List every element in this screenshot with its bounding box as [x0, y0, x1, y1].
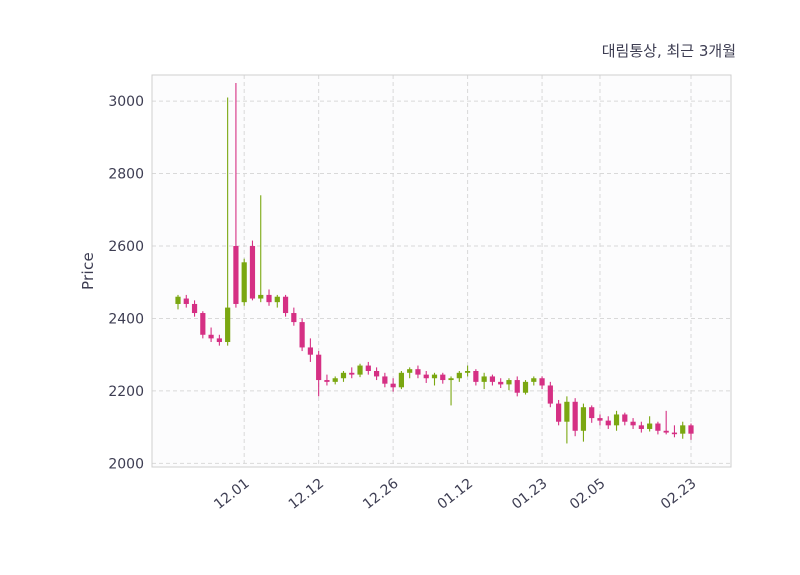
candle-body [448, 378, 454, 381]
candle-body [208, 334, 214, 339]
candle-body [274, 296, 280, 303]
candle-body [464, 370, 471, 373]
candle-body [489, 376, 496, 382]
candle-body [663, 430, 669, 433]
candle-body [547, 385, 553, 404]
x-tick-label: 12.01 [211, 476, 252, 513]
candle-body [390, 383, 396, 388]
candle-body [597, 418, 603, 421]
candle-body [572, 401, 578, 431]
y-tick-label: 2000 [108, 456, 144, 472]
candle-body [249, 246, 256, 299]
candle-body [647, 423, 653, 429]
candle-body [258, 294, 264, 299]
candle-body [564, 401, 570, 422]
y-tick-label: 2600 [108, 239, 144, 255]
plot-border [151, 74, 732, 468]
candle-body [506, 380, 512, 385]
y-tick-label: 3000 [108, 94, 144, 110]
candle-body [407, 369, 413, 373]
candle-body [556, 403, 562, 422]
candle-body [233, 246, 239, 304]
candle-body [183, 298, 189, 304]
candle-body [349, 372, 355, 375]
candle-body [291, 313, 297, 323]
candle-body [307, 347, 313, 355]
x-tick-label: 02.05 [567, 476, 608, 513]
candle-body [613, 414, 620, 426]
x-tick-label: 12.12 [286, 476, 327, 513]
candle-body [373, 370, 380, 377]
candle-body [589, 407, 595, 419]
candle-body [266, 294, 272, 303]
candle-body [605, 420, 611, 426]
candle-body [580, 407, 587, 431]
candle-body [332, 378, 338, 382]
chart-title: 대림통상, 최근 3개월 [601, 42, 736, 60]
candle-body [216, 338, 222, 343]
candle-body [522, 381, 529, 393]
candle-body [456, 372, 462, 379]
y-tick-label: 2800 [108, 167, 144, 183]
candle-body [622, 414, 628, 422]
candle-body [398, 372, 405, 388]
candle-body [191, 303, 198, 314]
candle-body [282, 296, 289, 314]
candle-body [241, 262, 247, 303]
x-tick-label: 12.26 [360, 475, 402, 512]
y-tick-label: 2200 [108, 384, 144, 400]
candle-body [340, 372, 347, 379]
candle-body [431, 374, 438, 379]
candle-body [357, 365, 363, 375]
candle-body [671, 432, 678, 435]
candle-body [175, 296, 181, 304]
candle-body [539, 378, 545, 386]
candle-body [225, 307, 231, 343]
x-tick-label: 01.12 [435, 476, 476, 513]
candle-body [440, 374, 446, 381]
candle-body [415, 369, 421, 375]
candle-body [365, 365, 371, 371]
y-tick-label: 2400 [108, 311, 144, 327]
candle-body [423, 374, 429, 379]
candle-body [324, 380, 330, 382]
candle-body [481, 376, 487, 382]
candle-body [498, 381, 504, 385]
candle-body [316, 354, 322, 381]
candle-body [200, 313, 206, 335]
candle-body [655, 423, 661, 431]
x-tick-label: 02.23 [658, 476, 699, 513]
candle-body [638, 425, 644, 429]
candle-body [688, 425, 694, 434]
candle-body [299, 322, 305, 348]
candle-body [531, 378, 537, 382]
candle-body [680, 425, 686, 434]
y-axis-label: Price [79, 251, 97, 291]
candle-body [630, 421, 636, 426]
x-tick-label: 01.23 [509, 476, 550, 513]
plot-background [152, 75, 731, 467]
candle-body [514, 380, 520, 393]
candle-body [473, 370, 479, 382]
candle-body [382, 376, 388, 384]
